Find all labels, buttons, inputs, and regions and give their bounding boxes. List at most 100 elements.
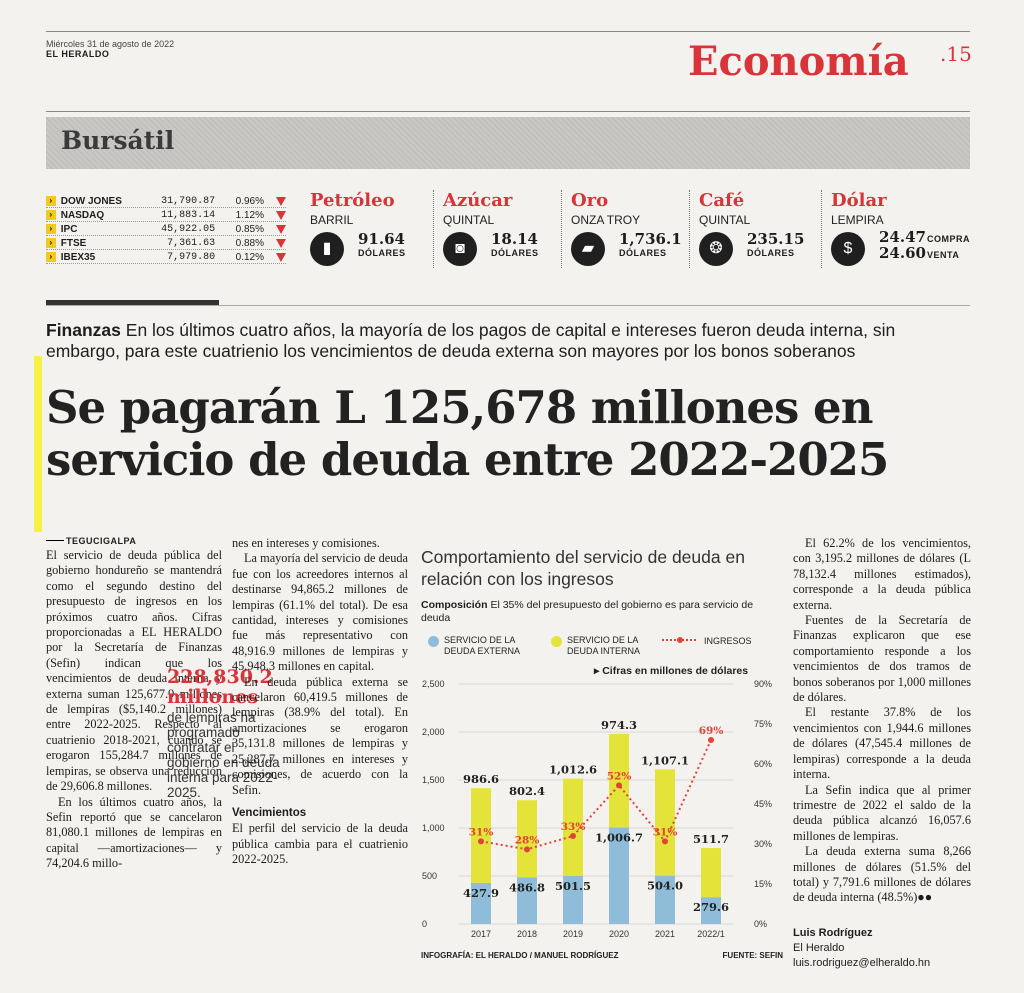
y2-tick-label: 0% — [754, 919, 767, 929]
paragraph: nes en intereses y comisiones. — [232, 536, 380, 550]
column-4: El 62.2% de los vencimientos, con 3,195.… — [793, 536, 971, 906]
commodity-separator — [561, 190, 562, 268]
highlighter-mark — [34, 356, 42, 532]
sell-price: 24.60 — [879, 244, 926, 262]
kicker-rule — [46, 305, 970, 306]
paragraph: Fuentes de la Secretaría de Finanzas exp… — [793, 613, 971, 705]
chart-subtitle-label: Composición — [421, 599, 488, 611]
buy-price: 24.47 — [879, 228, 926, 246]
y2-tick-label: 45% — [754, 799, 772, 809]
income-point — [478, 838, 484, 845]
commodity-separator — [821, 190, 822, 268]
author-block: Luis Rodríguez El Heraldo luis.rodriguez… — [793, 926, 930, 971]
section-title: Economía — [688, 38, 909, 85]
income-point — [616, 782, 622, 789]
dateline-rule — [46, 540, 64, 541]
gold-bars-icon: ▰ — [571, 232, 605, 266]
data-label-external: 486.8 — [509, 880, 545, 894]
x-tick-label: 2019 — [563, 929, 583, 939]
callout-text: de lempiras ha programado contratar el g… — [167, 710, 280, 800]
y2-tick-label: 75% — [754, 719, 772, 729]
arrow-right-icon: › — [46, 238, 56, 248]
stock-change: 0.88% — [235, 237, 264, 249]
income-label: 28% — [515, 834, 540, 846]
stock-name: IPC — [60, 223, 78, 235]
y-tick-label: 500 — [422, 871, 437, 881]
bar-internal — [609, 733, 629, 828]
legend-income: INGRESOS — [704, 636, 752, 646]
kicker: Finanzas En los últimos cuatro años, la … — [46, 320, 970, 362]
commodity-3: Oro ONZA TROY ▰ 1,736.1 DÓLARES — [571, 190, 691, 270]
kicker-bar — [46, 300, 219, 306]
callout-unit: millones — [167, 686, 259, 708]
paragraph: El restante 37.8% de los vencimientos co… — [793, 705, 971, 782]
commodity-name: Azúcar — [443, 190, 513, 211]
commodity-2: Azúcar QUINTAL ◙ 18.14 DÓLARES — [443, 190, 563, 270]
stock-name: FTSE — [60, 237, 87, 249]
down-triangle-icon — [276, 252, 286, 262]
page-number: .15 — [940, 42, 972, 66]
data-label-external: 504.0 — [647, 879, 683, 893]
arrow-right-icon: › — [46, 196, 56, 206]
legend-swatch-internal — [551, 636, 562, 647]
commodity-4: Café QUINTAL ❂ 235.15 DÓLARES — [699, 190, 819, 270]
author-paper: El Heraldo — [793, 942, 845, 954]
commodity-separator — [433, 190, 434, 268]
income-point — [662, 838, 668, 845]
masthead-paper-name: EL HERALDO — [46, 49, 110, 59]
buy-label: COMPRA — [927, 234, 970, 244]
paragraph: En deuda pública externa se cancelaron 6… — [232, 674, 408, 797]
masthead-date: Miércoles 31 de agosto de 2022 — [46, 39, 175, 49]
legend-external: SERVICIO DE LA DEUDA EXTERNA — [444, 635, 521, 656]
legend-swatch-external — [428, 636, 439, 647]
data-label-internal: 511.7 — [693, 832, 729, 846]
units-note-text: Cifras en millones de dólares — [602, 665, 749, 677]
bar-internal — [471, 788, 491, 883]
stock-value: 11,883.14 — [161, 209, 216, 221]
bar-external — [563, 875, 583, 924]
bar-internal — [517, 800, 537, 878]
commodity-currency: DÓLARES — [491, 248, 539, 258]
x-tick-label: 2022/1 — [697, 929, 725, 939]
bursatil-banner — [46, 117, 970, 169]
y2-tick-label: 30% — [754, 839, 772, 849]
stock-change: 1.12% — [235, 209, 264, 221]
bursatil-title: Bursátil — [61, 126, 175, 155]
author-email[interactable]: luis.rodriguez@elheraldo.hn — [793, 957, 931, 969]
commodity-1: Petróleo BARRIL ▮ 91.64 DÓLARES — [310, 190, 430, 270]
commodity-currency: DÓLARES — [358, 248, 406, 258]
callout-number: 228,830.2 — [167, 666, 273, 688]
stock-name: IBEX35 — [60, 251, 96, 263]
debt-service-chart: 2,500 2,000 1,500 1,000 500 0 90% 75% 60% 45% 30% 1… — [422, 679, 772, 939]
y2-tick-label: 15% — [754, 879, 772, 889]
paragraph: La deuda externa suma 8,266 millones de … — [793, 844, 971, 905]
oil-barrel-icon: ▮ — [310, 232, 344, 266]
stock-change: 0.96% — [235, 195, 264, 207]
paragraph: El servicio de deuda pública del gobiern… — [46, 548, 222, 794]
chart-credit-author: INFOGRAFÍA: EL HERALDO / MANUEL RODRÍGUE… — [421, 951, 619, 960]
commodity-unit: QUINTAL — [443, 213, 495, 227]
chart-credit: INFOGRAFÍA: EL HERALDO / MANUEL RODRÍGUE… — [421, 951, 783, 960]
paragraph: El perfil del servicio de la deuda públi… — [232, 821, 408, 867]
paragraph: La Sefin indica que al primer trimestre … — [793, 782, 971, 843]
legend-internal: SERVICIO DE LA DEUDA INTERNA — [567, 635, 641, 656]
callout-figure: 228,830.2 millones — [167, 667, 273, 707]
y2-tick-label: 60% — [754, 759, 772, 769]
down-triangle-icon — [276, 238, 286, 248]
commodity-price: 18.14 — [491, 230, 538, 248]
commodity-currency: DÓLARES — [619, 248, 667, 258]
sell-label: VENTA — [927, 250, 960, 260]
stock-value: 7,979.80 — [167, 251, 216, 263]
commodity-name: Café — [699, 190, 745, 211]
kicker-text: En los últimos cuatro años, la mayoría d… — [46, 320, 896, 361]
stock-name: DOW JONES — [60, 195, 122, 207]
data-label-internal: 1,107.1 — [641, 753, 689, 767]
stock-change: 0.12% — [235, 251, 264, 263]
sugar-sack-icon: ◙ — [443, 232, 477, 266]
commodity-price: 235.15 — [747, 230, 805, 248]
data-label-internal: 986.6 — [463, 772, 499, 786]
down-triangle-icon — [276, 210, 286, 220]
data-label-external: 501.5 — [555, 879, 591, 893]
paragraph: En los últimos cuatro años, la Sefin rep… — [46, 794, 222, 871]
column-2: nes en intereses y comisiones. La mayorí… — [232, 536, 408, 868]
